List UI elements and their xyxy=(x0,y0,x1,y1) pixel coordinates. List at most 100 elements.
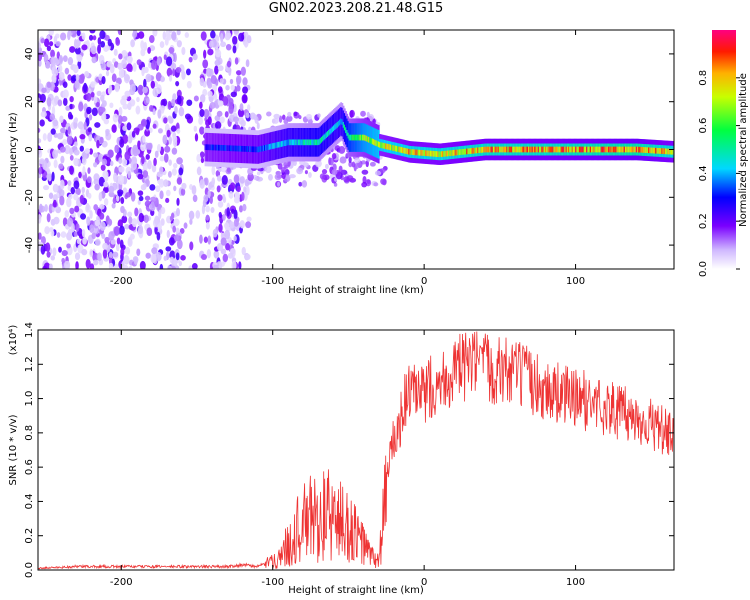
heatmap-cell xyxy=(442,151,444,157)
heatmap-speckle xyxy=(283,118,289,125)
heatmap-cell xyxy=(657,147,660,154)
heatmap-speckle xyxy=(233,30,239,35)
heatmap-cell xyxy=(511,146,513,153)
heatmap-cell xyxy=(629,146,632,153)
heatmap-speckle xyxy=(227,252,234,259)
heatmap-speckle xyxy=(118,53,123,60)
heatmap-speckle xyxy=(110,160,114,167)
heatmap-speckle xyxy=(220,41,227,48)
heatmap-speckle xyxy=(167,115,173,122)
heatmap-speckle xyxy=(324,163,329,170)
heatmap-cell xyxy=(371,138,374,145)
heatmap-speckle xyxy=(43,184,50,191)
heatmap-speckle xyxy=(343,176,350,183)
heatmap-cell xyxy=(549,146,552,153)
heatmap-speckle xyxy=(147,47,151,54)
heatmap-speckle xyxy=(219,116,225,124)
heatmap-cell xyxy=(297,139,300,146)
heatmap-cell xyxy=(285,139,288,146)
heatmap-speckle xyxy=(122,125,127,131)
heatmap-speckle xyxy=(137,190,144,196)
heatmap-cell xyxy=(363,134,366,141)
heatmap-speckle xyxy=(226,167,231,173)
heatmap-speckle xyxy=(102,170,109,180)
heatmap-cell xyxy=(554,146,557,153)
heatmap-cell xyxy=(302,139,305,146)
heatmap-speckle xyxy=(203,108,210,118)
heatmap-cell xyxy=(448,150,450,157)
heatmap-speckle xyxy=(209,101,216,109)
heatmap-cell xyxy=(498,146,501,153)
heatmap-cell xyxy=(443,150,446,157)
heatmap-speckle xyxy=(238,32,245,42)
heatmap-cell xyxy=(597,146,599,153)
heatmap-speckle xyxy=(154,215,160,226)
heatmap-speckle xyxy=(103,45,109,52)
heatmap-speckle xyxy=(138,224,144,235)
heatmap-speckle xyxy=(69,114,74,120)
x-tick-label: 0 xyxy=(421,276,427,287)
heatmap-cell xyxy=(277,141,280,148)
heatmap-speckle xyxy=(101,100,107,108)
snr-y-label: SNR (10 * v/v) xyxy=(8,414,19,485)
heatmap-speckle xyxy=(57,99,63,107)
heatmap-speckle xyxy=(112,113,119,123)
heatmap-speckle xyxy=(199,94,206,103)
heatmap-speckle xyxy=(170,62,177,70)
y-tick-label: 1.2 xyxy=(24,356,35,372)
heatmap-cell xyxy=(638,146,641,153)
heatmap-speckle xyxy=(89,210,93,219)
heatmap-speckle xyxy=(171,98,176,107)
heatmap-speckle xyxy=(40,37,45,44)
heatmap-speckle xyxy=(171,168,177,176)
heatmap-speckle xyxy=(360,110,366,117)
heatmap-cell xyxy=(667,148,670,155)
heatmap-cell xyxy=(425,150,427,157)
heatmap-cell xyxy=(664,148,667,155)
heatmap-cell xyxy=(416,149,419,156)
heatmap-speckle xyxy=(67,180,72,187)
heatmap-speckle xyxy=(232,45,237,54)
heatmap-cell xyxy=(450,150,453,156)
heatmap-cell xyxy=(457,149,460,156)
heatmap-cell xyxy=(206,144,209,151)
heatmap-speckle xyxy=(87,167,91,175)
heatmap-speckle xyxy=(233,196,240,204)
heatmap-speckle xyxy=(87,192,92,199)
heatmap-speckle xyxy=(38,138,42,144)
heatmap-speckle xyxy=(146,227,153,237)
heatmap-speckle xyxy=(221,193,226,201)
heatmap-speckle xyxy=(139,260,146,269)
chart-title: GN02.2023.208.21.48.G15 xyxy=(268,1,444,16)
heatmap-speckle xyxy=(156,84,162,95)
colorbar-tick-label: 0.0 xyxy=(698,261,709,277)
heatmap-speckle xyxy=(76,54,83,61)
heatmap-cell xyxy=(617,146,620,153)
heatmap-speckle xyxy=(130,192,136,202)
heatmap-cell xyxy=(492,146,495,153)
heatmap-speckle xyxy=(145,252,151,259)
heatmap-cell xyxy=(439,151,442,158)
heatmap-cell xyxy=(644,147,647,153)
heatmap-speckle xyxy=(107,218,113,226)
heatmap-speckle xyxy=(338,145,346,154)
heatmap-speckle xyxy=(100,94,105,102)
heatmap-cell xyxy=(242,145,244,152)
heatmap-cell xyxy=(391,144,393,151)
heatmap-speckle xyxy=(142,86,148,94)
heatmap-cell xyxy=(220,144,223,151)
heatmap-cell xyxy=(483,146,485,153)
heatmap-cell xyxy=(437,151,439,157)
y-tick-label: 1.0 xyxy=(24,391,35,407)
heatmap-cell xyxy=(234,145,237,152)
heatmap-cell xyxy=(588,146,591,153)
heatmap-speckle xyxy=(101,76,106,85)
heatmap-cell xyxy=(479,147,482,153)
heatmap-cell xyxy=(582,146,585,153)
x-tick-label: -200 xyxy=(110,577,133,588)
heatmap-speckle xyxy=(86,216,91,226)
heatmap-speckle xyxy=(155,72,162,82)
heatmap-cell xyxy=(618,146,621,153)
heatmap-speckle xyxy=(242,86,249,94)
